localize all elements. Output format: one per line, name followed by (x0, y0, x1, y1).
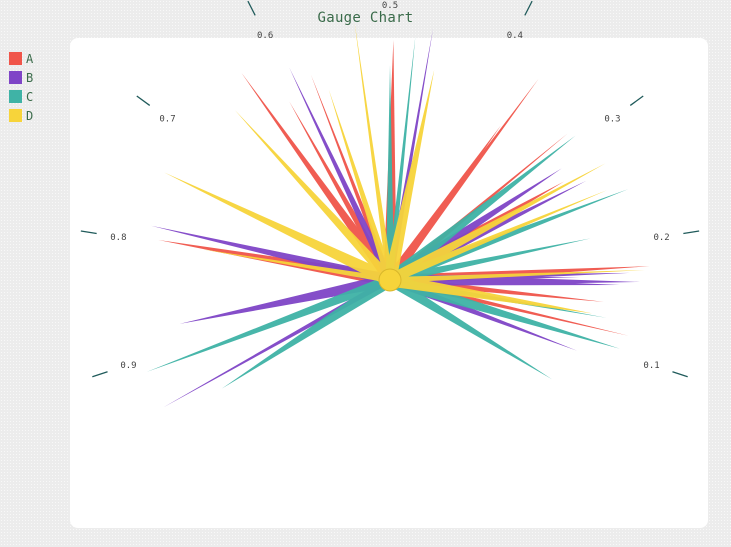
needle-d (354, 22, 393, 281)
needle-d (328, 89, 394, 282)
needle-d (387, 163, 606, 285)
needle-b (163, 277, 392, 408)
gauge-tick-label: 0.6 (257, 31, 273, 41)
legend-item-b[interactable]: B (9, 68, 33, 87)
needle-b (179, 273, 392, 324)
legend-swatch-b (9, 71, 22, 84)
legend-item-d[interactable]: D (9, 106, 33, 125)
legend-swatch-d (9, 109, 22, 122)
gauge-needles (146, 22, 650, 408)
gauge-tick (672, 371, 688, 378)
gauge-tick (629, 95, 644, 106)
gauge-tick-label: 0.9 (120, 361, 136, 371)
legend-item-c[interactable]: C (9, 87, 33, 106)
series-c (146, 36, 629, 389)
needle-c (388, 189, 629, 286)
legend-swatch-a (9, 52, 22, 65)
series-a (158, 40, 650, 336)
needle-c (387, 275, 553, 380)
legend-label-d: D (26, 108, 34, 123)
needle-d (389, 269, 645, 283)
gauge-ticks: 0.1 0.2 0.3 0.4 0.5 0.6 0.7 0.8 0.9 (80, 0, 700, 378)
gauge-tick-label: 0.8 (110, 233, 126, 243)
needle-c (146, 274, 392, 372)
gauge-tick-label: 0.4 (507, 31, 523, 41)
needle-c (221, 274, 394, 389)
gauge-tick (247, 0, 256, 16)
series-d (164, 22, 645, 314)
gauge-tick-label: 0.2 (653, 233, 669, 243)
needle-b (289, 67, 394, 282)
gauge-pivot (378, 268, 402, 292)
legend-label-c: C (26, 89, 34, 104)
needle-d (388, 190, 608, 284)
needle-c (389, 238, 591, 285)
gauge-tick (136, 95, 151, 106)
chart-title: Gauge Chart (317, 10, 414, 26)
gauge-tick-label: 0.5 (382, 1, 398, 11)
legend-item-a[interactable]: A (9, 49, 33, 68)
needle-d (383, 69, 435, 282)
needle-d (164, 172, 393, 286)
needle-d (202, 249, 391, 283)
needle-d (234, 110, 394, 284)
gauge-tick (80, 230, 97, 235)
needle-c (387, 36, 416, 281)
needle-d (388, 273, 593, 314)
needle-c (385, 135, 576, 286)
gauge-tick-label: 0.3 (604, 114, 620, 124)
gauge-tick-label: 0.7 (159, 114, 175, 124)
legend-label-a: A (26, 51, 34, 66)
gauge-tick (524, 0, 533, 16)
legend-swatch-c (9, 90, 22, 103)
needle-c (385, 65, 395, 280)
needle-a (385, 125, 501, 284)
legend: A B C D (9, 49, 33, 125)
gauge-tick (683, 230, 700, 235)
gauge-tick (92, 371, 108, 378)
needle-a (241, 72, 395, 284)
legend-label-b: B (26, 70, 34, 85)
gauge-tick-label: 0.1 (643, 361, 659, 371)
